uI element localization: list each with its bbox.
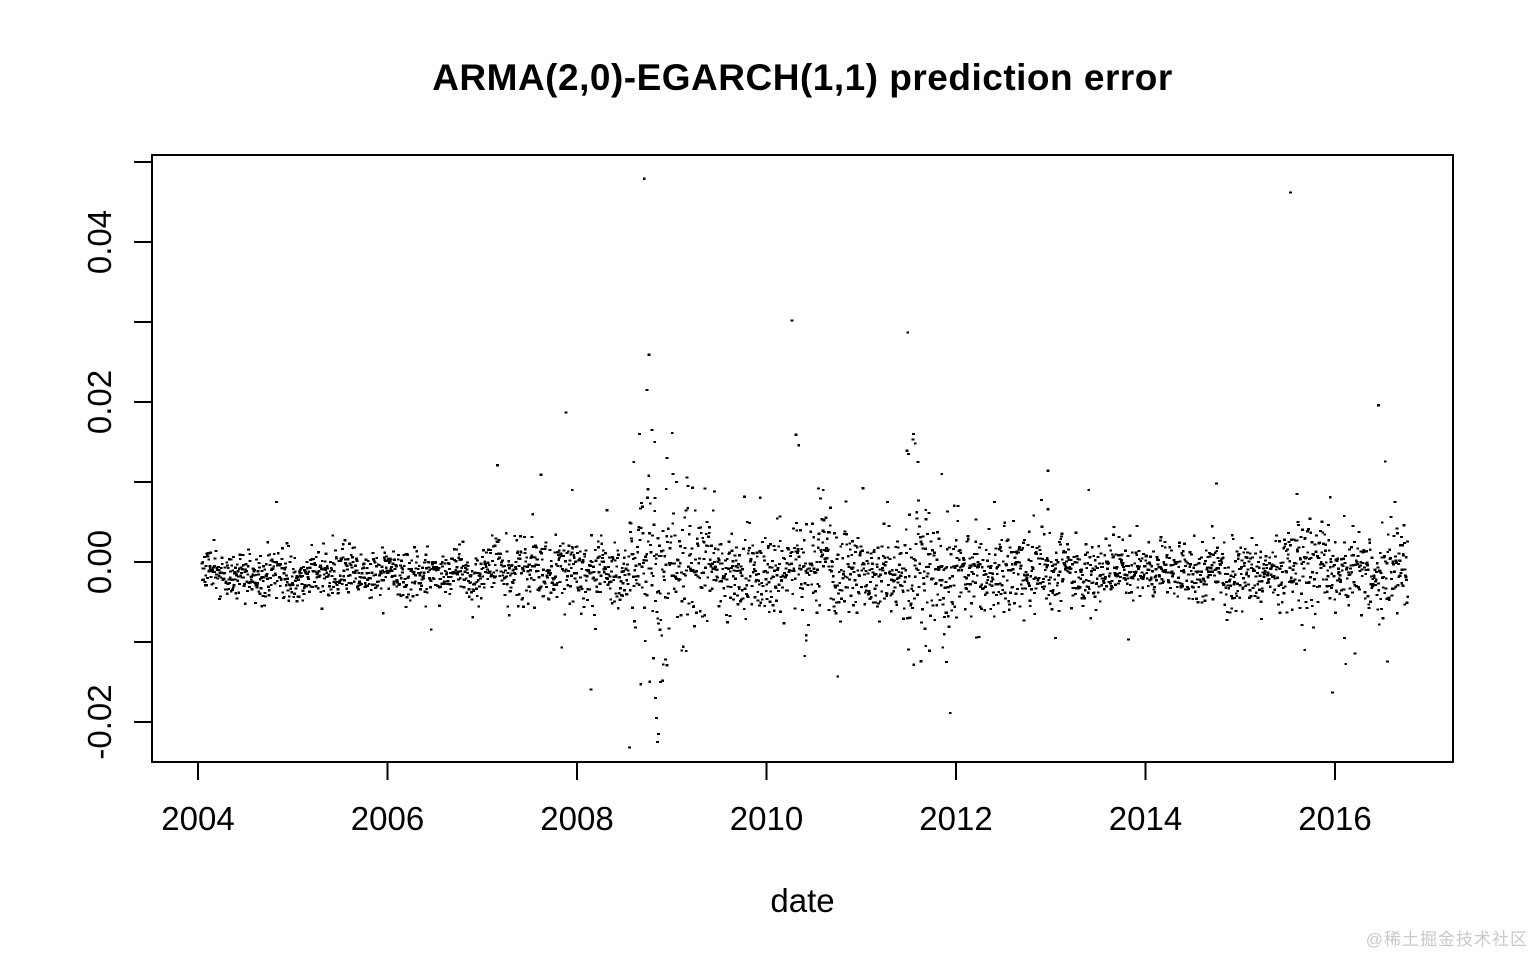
watermark-text: @稀土掘金技术社区 (1365, 930, 1528, 949)
x-tick-label: 2006 (350, 800, 425, 837)
y-tick-label: 0.02 (81, 369, 118, 435)
data-points (200, 177, 1410, 749)
x-tick-label: 2010 (729, 800, 804, 837)
x-axis-title: date (770, 882, 835, 919)
y-tick-label: 0.00 (81, 529, 118, 595)
x-tick-label: 2014 (1108, 800, 1183, 837)
y-tick-label: 0.04 (81, 209, 118, 275)
x-tick-label: 2016 (1298, 800, 1372, 837)
x-tick-label: 2004 (161, 800, 235, 837)
plot-frame (151, 154, 1454, 763)
y-tick-label: -0.02 (81, 684, 118, 760)
x-tick-label: 2008 (540, 800, 614, 837)
x-tick-label: 2012 (919, 800, 993, 837)
chart-title: ARMA(2,0)-EGARCH(1,1) prediction error (432, 57, 1173, 98)
